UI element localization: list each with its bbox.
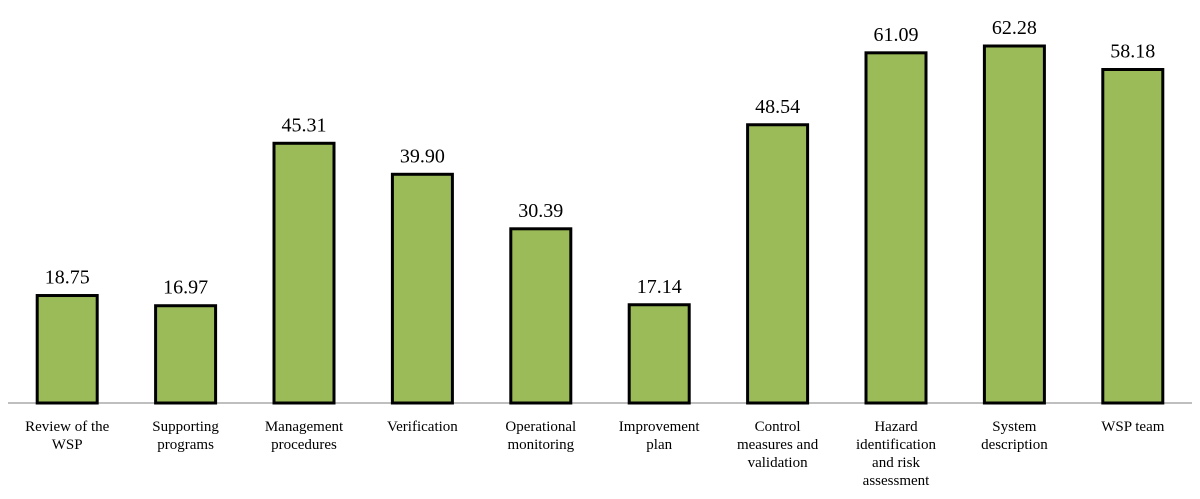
category-label-line: Supporting bbox=[152, 419, 219, 435]
category-label-line: monitoring bbox=[507, 437, 574, 453]
data-label: 58.18 bbox=[1110, 41, 1155, 63]
bar bbox=[864, 51, 928, 405]
category-label: System description bbox=[981, 419, 1048, 453]
bar bbox=[982, 44, 1046, 405]
data-label: 17.14 bbox=[637, 276, 682, 298]
category-label-line: Review of the bbox=[25, 419, 109, 435]
category-label: Hazard identification and risk assessment bbox=[856, 419, 936, 489]
data-label: 39.90 bbox=[400, 145, 445, 167]
category-label-line: and risk bbox=[872, 455, 920, 471]
bar bbox=[35, 294, 99, 405]
category-label-line: plan bbox=[646, 437, 672, 453]
bar bbox=[509, 227, 573, 405]
category-label-line: programs bbox=[157, 437, 214, 453]
category-label-line: description bbox=[981, 437, 1048, 453]
bar bbox=[272, 141, 336, 405]
category-label-line: Verification bbox=[387, 419, 458, 435]
category-label-line: procedures bbox=[271, 437, 337, 453]
category-label-line: WSP team bbox=[1101, 419, 1165, 435]
bar bbox=[390, 172, 454, 405]
category-label: Improvement plan bbox=[619, 419, 701, 453]
category-label: Supporting programs bbox=[152, 419, 219, 453]
category-label: Review of the WSP bbox=[25, 419, 109, 453]
category-label-line: Hazard bbox=[874, 419, 918, 435]
category-label: Operational monitoring bbox=[505, 419, 576, 453]
category-label-line: measures and bbox=[737, 437, 819, 453]
value-labels-group: 18.75 16.97 45.31 39.90 30.39 17.14 48.54 61.09… bbox=[45, 17, 1156, 299]
category-label-line: assessment bbox=[863, 473, 930, 489]
category-label-line: Control bbox=[755, 419, 801, 435]
bar bbox=[627, 303, 691, 405]
data-label: 30.39 bbox=[518, 200, 563, 222]
category-labels-group: Review of the WSP Supporting programs Manage… bbox=[25, 419, 1165, 489]
category-label-line: identification bbox=[856, 437, 936, 453]
category-label: Management procedures bbox=[265, 419, 344, 453]
category-label-line: System bbox=[992, 419, 1037, 435]
category-label-line: WSP bbox=[52, 437, 83, 453]
category-label: Control measures and validation bbox=[737, 419, 819, 471]
category-label: WSP team bbox=[1101, 419, 1165, 435]
data-label: 18.75 bbox=[45, 267, 90, 289]
category-label-line: Operational bbox=[505, 419, 576, 435]
category-label-line: Improvement bbox=[619, 419, 701, 435]
bar bbox=[746, 123, 810, 405]
data-label: 48.54 bbox=[755, 96, 800, 118]
bar bbox=[154, 304, 218, 405]
data-label: 62.28 bbox=[992, 17, 1037, 39]
category-label-line: validation bbox=[748, 455, 808, 471]
bar bbox=[1101, 68, 1165, 405]
data-label: 61.09 bbox=[874, 24, 919, 46]
bars-group bbox=[35, 44, 1165, 405]
category-label-line: Management bbox=[265, 419, 344, 435]
category-label: Verification bbox=[387, 419, 458, 435]
data-label: 45.31 bbox=[282, 114, 327, 136]
data-label: 16.97 bbox=[163, 277, 208, 299]
